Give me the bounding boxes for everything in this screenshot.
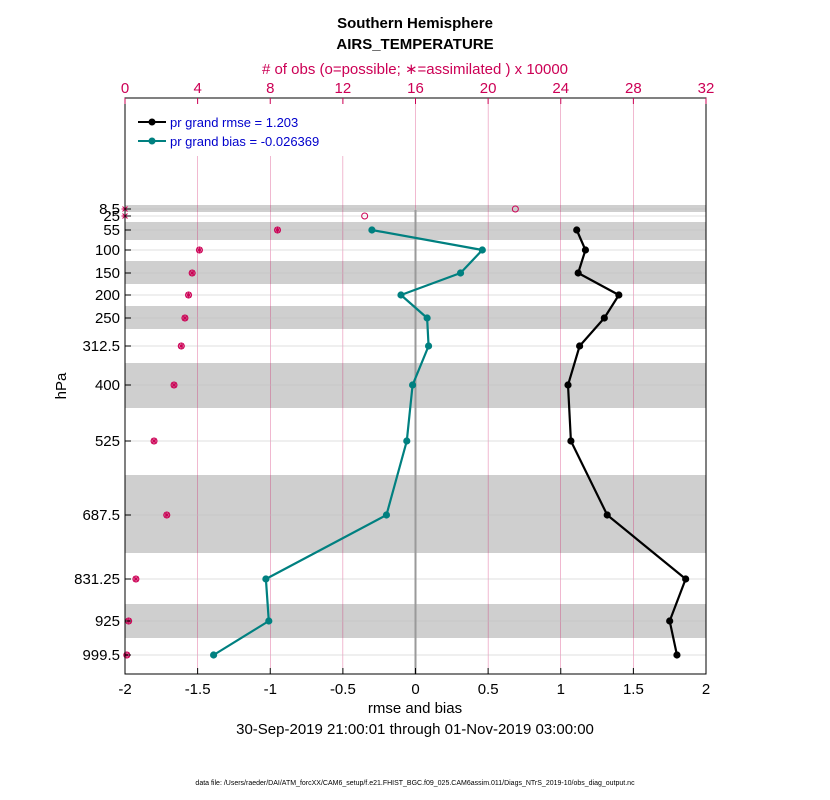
obs-assimilated-8 [170,381,178,389]
series-1-point-7 [403,437,411,445]
obs-assimilated-3-stroke-3 [196,247,203,253]
obs-assimilated-3 [195,246,203,254]
legend-marker-bias [148,137,156,145]
obs-assimilated-4 [188,269,196,277]
top-tick-label-1: 4 [193,80,201,97]
chart-title: Southern Hemisphere [337,15,493,32]
series-1-point-11 [210,651,218,659]
legend-box [131,104,371,156]
y-tick-label-4: 150 [95,265,120,282]
obs-assimilated-11-stroke-3 [133,576,139,582]
top-tick-label-0: 0 [121,80,129,97]
obs-assimilated-6-stroke-3 [182,315,188,321]
series-1-point-2 [456,269,465,277]
top-tick-label-3: 12 [335,80,352,97]
series-0-point-4 [600,314,608,322]
series-0-point-7 [567,437,575,445]
grid-layer [125,98,706,674]
footnote: data file: /Users/raeder/DAI/ATM_forcXX/… [195,780,635,787]
x-axis-label: rmse and bias [368,700,462,717]
x-tick-label-5: 0.5 [478,681,499,698]
top-tick-label-2: 8 [266,80,274,97]
obs-assimilated-5-stroke-3 [185,292,192,298]
top-tick-label-8: 32 [698,80,715,97]
obs-assimilated-8-stroke-3 [171,382,177,388]
obs-assimilated-9-stroke-3 [151,438,157,444]
obs-assimilated-11 [132,575,140,583]
series-line-0 [566,229,687,656]
y-axis-label: hPa [53,372,70,399]
obs-assimilated-7-stroke-3 [178,343,185,349]
x-tick-label-8: 2 [702,681,710,698]
series-0-point-10 [666,617,674,625]
y-tick-label-0: 8.5 [99,201,120,218]
series-0-point-5 [576,342,584,350]
tick-layer: -2 -1.5 -1 -0.5 0 0.5 1 1.5 20 4 8 12 16 20 24 28 328.52… [74,80,714,698]
y-tick-label-3: 100 [95,242,120,259]
series-1-point-4 [423,314,431,322]
series-0-point-11 [673,651,681,659]
obs-assimilated-6 [181,314,189,322]
x-tick-label-7: 1.5 [623,681,644,698]
top-axis-label: # of obs (o=possible; ∗=assimilated ) x … [262,61,568,78]
top-tick-label-6: 24 [552,80,569,97]
series-1-point-10 [265,617,273,625]
legend-label-rmse: pr grand rmse = 1.203 [170,115,298,130]
series-1-point-9 [262,575,270,583]
top-tick-label-7: 28 [625,80,642,97]
y-tick-label-5: 200 [95,287,120,304]
series-1-point-3 [397,291,405,299]
series-1-point-6 [408,381,417,389]
obs-assimilated-2-stroke-3 [274,227,281,233]
x-tick-label-0: -2 [118,681,131,698]
y-tick-label-8: 400 [95,377,120,394]
obs-assimilated-9 [150,437,158,445]
series-0-point-6 [564,381,572,389]
obs-assimilated-7 [177,342,185,350]
y-tick-label-7: 312.5 [82,338,120,355]
series-0-point-0 [573,226,581,234]
legend-marker-rmse [148,118,156,126]
series-0-point-9 [682,575,690,583]
series-layer [213,228,687,656]
y-tick-label-13: 999.5 [82,647,120,664]
legend-label-bias: pr grand bias = -0.026369 [170,134,319,149]
y-tick-label-6: 250 [95,310,120,327]
y-tick-label-2: 55 [103,222,120,239]
series-1-point-5 [424,342,433,350]
series-0-point-2 [574,269,582,277]
obs-assimilated-10 [163,511,171,519]
date-range: 30-Sep-2019 21:00:01 through 01-Nov-2019… [236,721,594,738]
obs-assimilated-5 [185,291,193,299]
y-tick-label-11: 831.25 [74,571,120,588]
series-0-point-8 [603,511,611,519]
y-tick-label-9: 525 [95,433,120,450]
obs-possible-0 [511,205,519,213]
series-1-point-0 [368,226,376,234]
x-tick-label-1: -1.5 [185,681,211,698]
x-tick-label-3: -0.5 [330,681,356,698]
series-line-1 [213,228,484,656]
y-tick-label-10: 687.5 [82,507,120,524]
series-1-point-8 [382,511,391,519]
series-0-point-3 [615,291,623,299]
legend: pr grand rmse = 1.203 pr grand bias = -0… [131,104,371,156]
obs-assimilated-4-stroke-3 [189,270,196,276]
y-tick-label-1: 25 [103,208,120,225]
top-tick-label-4: 16 [407,80,424,97]
series-1-point-1 [478,246,486,254]
x-tick-label-6: 1 [557,681,565,698]
obs-possible-1 [361,212,369,220]
chart-subtitle: AIRS_TEMPERATURE [336,36,493,53]
x-tick-label-4: 0 [411,681,419,698]
top-tick-label-5: 20 [480,80,497,97]
y-tick-label-12: 925 [95,613,120,630]
obs-assimilated-2 [274,226,282,234]
series-0-point-1 [581,246,590,254]
obs-assimilated-10-stroke-3 [163,512,170,518]
x-tick-label-2: -1 [264,681,277,698]
